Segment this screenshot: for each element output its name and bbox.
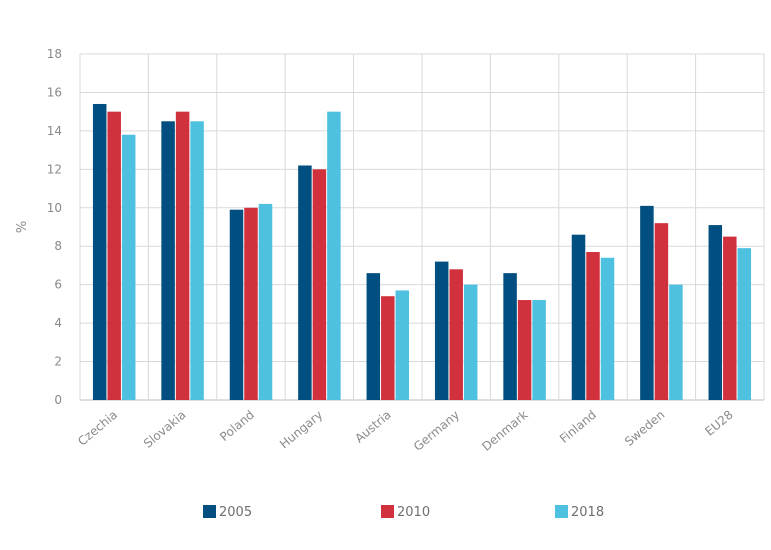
bar-2018-denmark (532, 300, 546, 400)
bar-2005-eu28 (708, 225, 723, 400)
y-tick-label: 16 (47, 85, 62, 99)
y-tick-label: 0 (54, 393, 62, 407)
legend-swatch-2018 (555, 505, 568, 518)
bar-2018-hungary (327, 111, 341, 401)
bar-2010-germany (449, 269, 463, 400)
bar-2005-germany (434, 261, 449, 400)
y-tick-label: 10 (47, 201, 62, 215)
x-tick-label: Poland (217, 408, 257, 444)
bar-2005-hungary (298, 165, 312, 400)
y-tick-label: 14 (47, 124, 62, 138)
legend-swatch-2005 (203, 505, 216, 518)
x-tick-label: Sweden (622, 408, 667, 449)
y-tick-label: 4 (54, 316, 62, 330)
bar-2005-denmark (503, 273, 517, 400)
y-axis-label: % (15, 221, 30, 233)
bar-2010-denmark (517, 300, 532, 400)
bar-2010-poland (244, 207, 258, 400)
bar-2010-finland (586, 251, 600, 400)
x-axis-ticks: Czechia Slovakia Poland Hungary Austria Germa… (75, 408, 736, 454)
bar-2005-austria (366, 273, 381, 400)
y-axis-ticks: 0 2 4 6 8 10 12 14 16 18 (47, 47, 62, 407)
bar-2010-austria (381, 296, 395, 400)
y-tick-label: 18 (47, 47, 62, 61)
x-tick-label: Finland (557, 408, 599, 446)
bar-2018-poland (258, 203, 273, 400)
legend: 2005 2010 2018 (203, 505, 604, 520)
legend-swatch-2010 (381, 505, 394, 518)
bar-2018-slovakia (190, 121, 204, 401)
bar-2005-poland (229, 209, 244, 400)
y-tick-label: 2 (54, 355, 62, 369)
y-tick-label: 12 (47, 162, 62, 176)
x-tick-label: Hungary (277, 408, 325, 452)
x-tick-label: Slovakia (141, 408, 189, 451)
y-tick-label: 8 (54, 239, 62, 253)
bar-2010-hungary (312, 169, 327, 400)
bar-2018-eu28 (737, 248, 752, 400)
bar-2018-czechia (121, 134, 136, 400)
bars (92, 103, 752, 401)
bar-2005-sweden (640, 205, 654, 400)
legend-label-2018: 2018 (571, 505, 604, 520)
legend-label-2010: 2010 (397, 505, 430, 520)
x-tick-label: Denmark (479, 408, 530, 454)
x-tick-label: Germany (411, 408, 462, 454)
bar-2010-slovakia (175, 111, 190, 401)
bar-2018-finland (600, 257, 615, 400)
bar-2005-slovakia (161, 121, 175, 401)
x-tick-label: EU28 (702, 408, 735, 439)
bar-2018-austria (395, 290, 410, 400)
bar-2010-czechia (107, 111, 121, 401)
x-tick-label: Austria (352, 408, 393, 446)
y-tick-label: 6 (54, 278, 62, 292)
bar-2010-sweden (654, 223, 669, 400)
bar-2018-germany (463, 284, 478, 400)
legend-label-2005: 2005 (219, 505, 252, 520)
x-tick-label: Czechia (75, 408, 120, 449)
bar-2018-sweden (669, 284, 683, 400)
bar-2005-finland (571, 234, 586, 400)
bar-2005-czechia (92, 103, 107, 400)
bar-2010-eu28 (723, 236, 737, 400)
